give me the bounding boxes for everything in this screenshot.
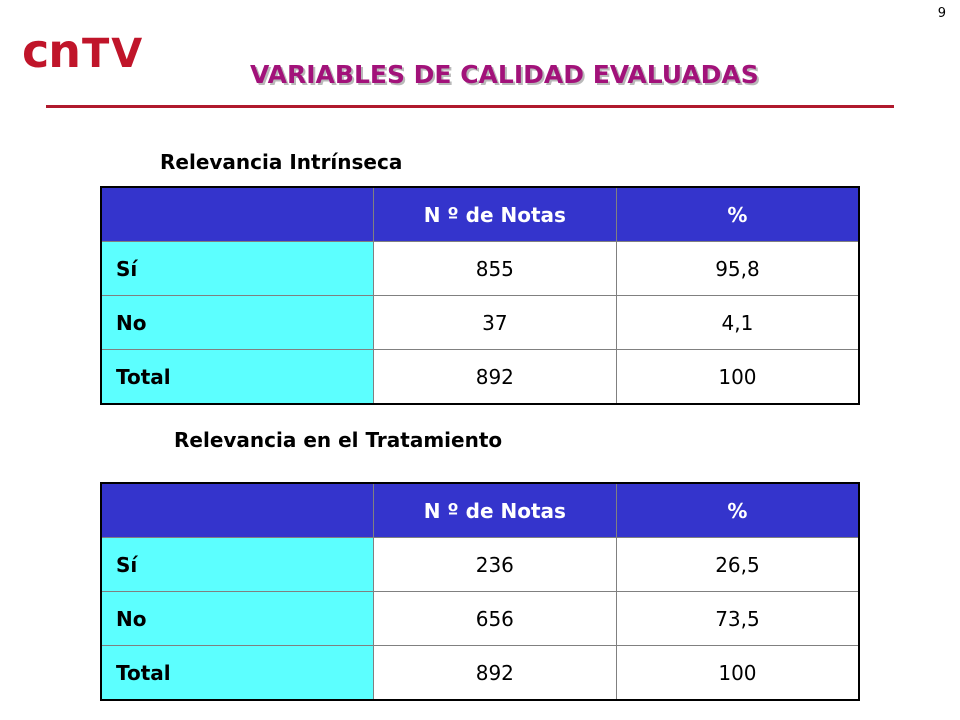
cell-percent: 26,5 bbox=[615, 537, 860, 592]
cell-percent: 95,8 bbox=[615, 241, 860, 296]
row-label: No bbox=[100, 295, 374, 350]
table-row: Total 892 100 bbox=[100, 645, 860, 701]
cell-count: 37 bbox=[372, 295, 617, 350]
section-title-tratamiento: Relevancia en el Tratamiento bbox=[174, 428, 503, 452]
title-divider bbox=[46, 105, 894, 108]
logo-cn: cn bbox=[22, 24, 81, 78]
row-label: Total bbox=[100, 645, 374, 701]
cell-count: 892 bbox=[372, 349, 617, 405]
cell-count: 855 bbox=[372, 241, 617, 296]
row-label: No bbox=[100, 591, 374, 646]
row-label: Sí bbox=[100, 537, 374, 592]
table-row: Sí 855 95,8 bbox=[100, 241, 860, 296]
cell-percent: 100 bbox=[615, 349, 860, 405]
cell-percent: 4,1 bbox=[615, 295, 860, 350]
logo-tv: TV bbox=[82, 31, 145, 77]
row-label: Total bbox=[100, 349, 374, 405]
table-header-row: N º de Notas % bbox=[100, 186, 860, 242]
header-corner-cell bbox=[100, 186, 374, 242]
table-relevancia-tratamiento: N º de Notas % Sí 236 26,5 No 656 73,5 T… bbox=[100, 482, 860, 701]
header-percent: % bbox=[615, 482, 860, 538]
header-percent: % bbox=[615, 186, 860, 242]
header-count: N º de Notas bbox=[372, 186, 617, 242]
table-row: No 37 4,1 bbox=[100, 295, 860, 350]
header-count: N º de Notas bbox=[372, 482, 617, 538]
table-row: Sí 236 26,5 bbox=[100, 537, 860, 592]
cell-percent: 73,5 bbox=[615, 591, 860, 646]
cell-percent: 100 bbox=[615, 645, 860, 701]
cell-count: 236 bbox=[372, 537, 617, 592]
section-title-intrinseca: Relevancia Intrínseca bbox=[160, 150, 403, 174]
page-title: VARIABLES DE CALIDAD EVALUADAS bbox=[250, 60, 759, 89]
table-relevancia-intrinseca: N º de Notas % Sí 855 95,8 No 37 4,1 Tot… bbox=[100, 186, 860, 405]
header-corner-cell bbox=[100, 482, 374, 538]
cntv-logo: cnTV bbox=[22, 28, 144, 74]
table-header-row: N º de Notas % bbox=[100, 482, 860, 538]
cell-count: 892 bbox=[372, 645, 617, 701]
table-row: Total 892 100 bbox=[100, 349, 860, 405]
page-number: 9 bbox=[937, 6, 946, 21]
cell-count: 656 bbox=[372, 591, 617, 646]
row-label: Sí bbox=[100, 241, 374, 296]
table-row: No 656 73,5 bbox=[100, 591, 860, 646]
